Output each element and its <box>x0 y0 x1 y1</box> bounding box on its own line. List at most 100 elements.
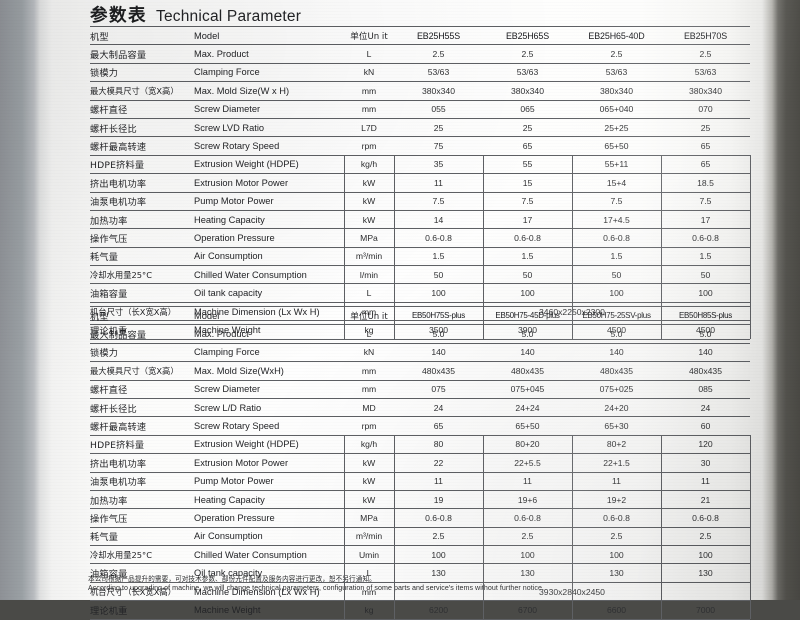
value-cell: 15+4 <box>572 174 661 192</box>
unit-cell: MPa <box>344 229 394 247</box>
value-cell: 14 <box>394 210 483 228</box>
unit-cell: kg/h <box>344 155 394 173</box>
unit-cell: MD <box>344 398 394 416</box>
row-label-chinese: HDPE挤料量 <box>90 155 194 173</box>
value-cell: 7.5 <box>572 192 661 210</box>
row-label-english: Extrusion Motor Power <box>194 174 344 192</box>
value-cell: 22+5.5 <box>483 454 572 472</box>
row-label-chinese: 最大制品容量 <box>90 325 194 343</box>
value-cell: 0.6-0.8 <box>394 229 483 247</box>
value-cell: 140 <box>394 343 483 361</box>
value-cell: 5.0 <box>661 325 750 343</box>
row-label-english: Operation Pressure <box>194 509 344 527</box>
table-column-rule <box>750 155 751 339</box>
row-label-english: Max. Product <box>194 45 344 63</box>
model-header: EB50H75S-plus <box>394 307 483 325</box>
disclaimer-footer: 本公司根据产品提升的需要，可对技术参数、部份元件配置及服务内容进行更改，恕不另行… <box>88 573 788 592</box>
value-cell: 075+045 <box>483 380 572 398</box>
model-header: EB50H85S-plus <box>661 307 750 325</box>
value-cell: 80+20 <box>483 435 572 453</box>
value-cell: 100 <box>661 284 750 302</box>
value-cell: 480x435 <box>394 362 483 380</box>
unit-cell: kg/h <box>344 435 394 453</box>
value-cell: 055 <box>394 100 483 118</box>
table-column-rule <box>483 435 484 619</box>
table-column-rule <box>394 435 395 619</box>
value-cell: 480x435 <box>483 362 572 380</box>
value-cell: 6600 <box>572 601 661 619</box>
page-title: 参数表 Technical Parameter <box>90 2 301 27</box>
model-header: EB25H65-40D <box>572 27 661 45</box>
value-cell: 75 <box>394 137 483 155</box>
value-cell: 50 <box>572 266 661 284</box>
value-cell: 5.0 <box>572 325 661 343</box>
value-cell: 100 <box>483 546 572 564</box>
value-cell: 480x435 <box>661 362 750 380</box>
table-column-rule <box>394 155 395 339</box>
value-cell: 24 <box>661 398 750 416</box>
value-cell: 380x340 <box>572 82 661 100</box>
value-cell: 075 <box>394 380 483 398</box>
row-label-english: Extrusion Weight (HDPE) <box>194 155 344 173</box>
row-label-chinese: 机型 <box>90 27 194 45</box>
value-cell: 80+2 <box>572 435 661 453</box>
value-cell: 21 <box>661 490 750 508</box>
row-label-english: Clamping Force <box>194 343 344 361</box>
row-label-chinese: 螺杆直径 <box>90 380 194 398</box>
row-label-english: Air Consumption <box>194 527 344 545</box>
value-cell: 140 <box>661 343 750 361</box>
row-label-english: Screw Diameter <box>194 100 344 118</box>
unit-cell: mm <box>344 100 394 118</box>
unit-cell: kN <box>344 343 394 361</box>
row-label-english: Model <box>194 307 344 325</box>
row-label-english: Screw LVD Ratio <box>194 118 344 136</box>
unit-cell: mm <box>344 82 394 100</box>
row-label-english: Extrusion Weight (HDPE) <box>194 435 344 453</box>
value-cell: 1.5 <box>661 247 750 265</box>
row-label-chinese: 耗气量 <box>90 247 194 265</box>
row-label-chinese: 螺杆长径比 <box>90 118 194 136</box>
page-title-chinese: 参数表 <box>90 2 147 27</box>
unit-cell: l/min <box>344 266 394 284</box>
value-cell: 11 <box>661 472 750 490</box>
table-column-rule <box>750 435 751 619</box>
row-label-english: Air Consumption <box>194 247 344 265</box>
row-label-chinese: 最大模具尺寸（宽X高） <box>90 82 194 100</box>
row-label-chinese: 机型 <box>90 307 194 325</box>
unit-cell: kW <box>344 472 394 490</box>
row-label-chinese: 耗气量 <box>90 527 194 545</box>
value-cell: 11 <box>483 472 572 490</box>
row-label-chinese: 螺杆最高转速 <box>90 137 194 155</box>
unit-cell: kW <box>344 490 394 508</box>
value-cell: 480x435 <box>572 362 661 380</box>
unit-column-header: 单位Un it <box>344 27 394 45</box>
value-cell: 5.0 <box>394 325 483 343</box>
value-cell: 140 <box>483 343 572 361</box>
value-cell: 2.5 <box>661 527 750 545</box>
row-label-english: Clamping Force <box>194 63 344 81</box>
value-cell: 65 <box>483 137 572 155</box>
value-cell: 22+1.5 <box>572 454 661 472</box>
value-cell: 30 <box>661 454 750 472</box>
table-column-rule <box>661 155 662 339</box>
disclaimer-chinese: 本公司根据产品提升的需要，可对技术参数、部份元件配置及服务内容进行更改，恕不另行… <box>88 573 788 583</box>
value-cell: 60 <box>661 417 750 435</box>
unit-cell: kW <box>344 454 394 472</box>
row-label-english: Pump Motor Power <box>194 192 344 210</box>
model-header: EB50H75-45D-plus <box>483 307 572 325</box>
row-label-chinese: 油泵电机功率 <box>90 472 194 490</box>
value-cell: 65+50 <box>572 137 661 155</box>
value-cell: 11 <box>394 174 483 192</box>
row-label-chinese: 螺杆最高转速 <box>90 417 194 435</box>
